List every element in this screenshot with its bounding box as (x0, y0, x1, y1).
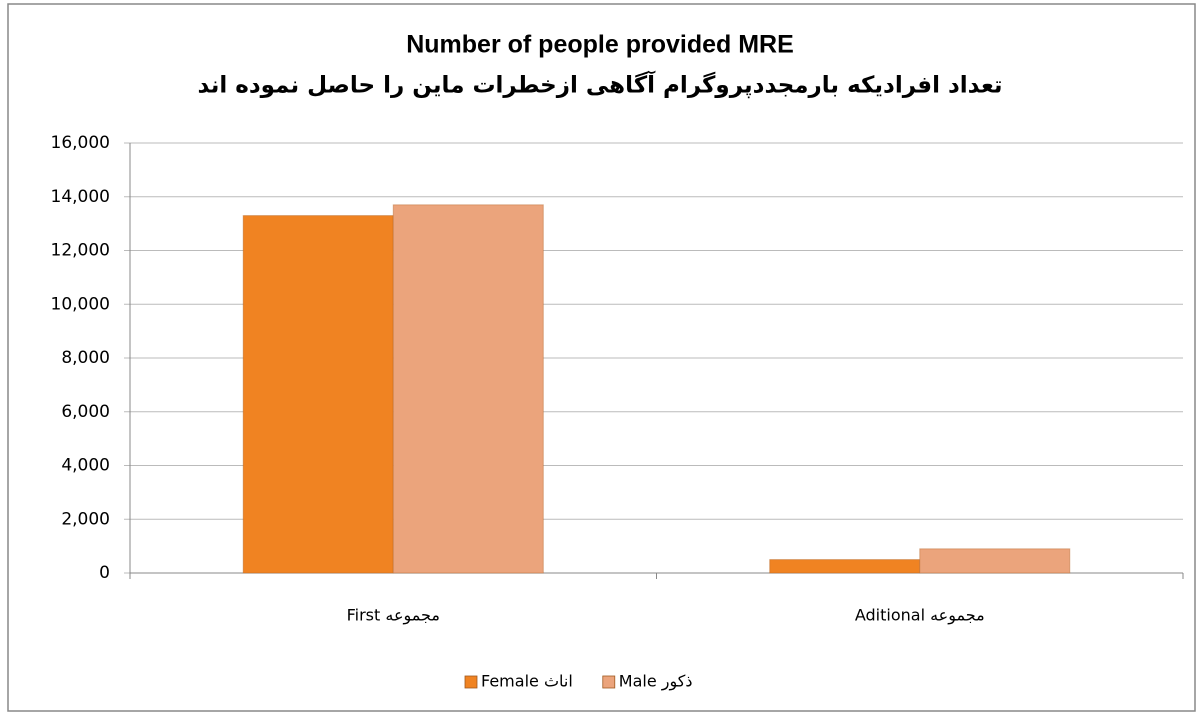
x-tick-label: Aditional مجموعه (855, 606, 985, 626)
y-tick-label: 4,000 (61, 456, 110, 476)
y-tick-label: 2,000 (61, 509, 110, 529)
y-tick-label: 6,000 (61, 402, 110, 422)
legend-swatch (464, 675, 478, 689)
y-tick-label: 12,000 (51, 241, 110, 261)
legend-swatch (602, 675, 616, 689)
bar (392, 204, 544, 574)
y-tick-label: 8,000 (61, 348, 110, 368)
legend-label: Male ذکور (619, 672, 693, 692)
x-tick-label: First مجموعه (347, 606, 440, 626)
bar (769, 559, 921, 574)
y-tick-label: 14,000 (51, 187, 110, 207)
bar (919, 548, 1071, 574)
chart-subtitle: تعداد افرادیکه بارمجددپروگرام آگاهی ازخط… (197, 70, 1002, 99)
bar (242, 215, 394, 574)
chart-title: Number of people provided MRE (406, 31, 794, 59)
y-tick-label: 10,000 (51, 294, 110, 314)
y-tick-label: 0 (99, 563, 110, 583)
legend-label: Female اناث (481, 672, 573, 691)
y-tick-label: 16,000 (51, 133, 110, 153)
